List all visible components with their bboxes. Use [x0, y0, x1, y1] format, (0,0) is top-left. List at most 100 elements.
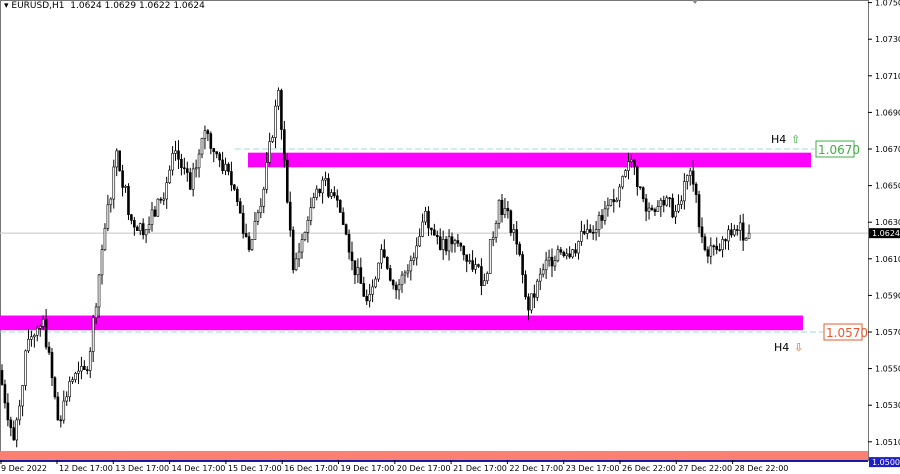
- candle: [397, 279, 401, 300]
- candle-body: [733, 229, 736, 236]
- time-tick-label: 23 Dec 17:00: [566, 464, 620, 473]
- candle-body: [715, 245, 719, 250]
- candle-body: [709, 245, 713, 257]
- candle-body: [738, 222, 742, 231]
- candle-body: [97, 274, 101, 308]
- candle: [312, 192, 316, 209]
- candle-body: [468, 260, 471, 262]
- candle-body: [180, 158, 183, 169]
- candle: [665, 195, 669, 207]
- price-tick-label: 1.0710: [875, 72, 900, 81]
- candle: [653, 207, 657, 216]
- candle-body: [56, 396, 60, 421]
- candle-body: [194, 167, 198, 170]
- candle-body: [218, 153, 221, 161]
- candle-body: [27, 339, 30, 352]
- candle-body: [368, 294, 371, 302]
- candle-body: [256, 212, 260, 222]
- candle: [324, 171, 327, 187]
- candle-body: [38, 326, 42, 329]
- candle: [124, 184, 127, 193]
- candle: [53, 376, 57, 400]
- candle-body: [353, 260, 357, 276]
- candle-body: [409, 260, 413, 272]
- candle: [97, 273, 101, 318]
- candle-body: [680, 200, 683, 205]
- candle-body: [44, 318, 48, 348]
- candle-body: [374, 278, 377, 288]
- candle: [721, 236, 724, 258]
- candle: [530, 293, 533, 314]
- candle: [353, 260, 357, 285]
- candle-body: [100, 249, 104, 276]
- candle: [400, 271, 404, 293]
- candle: [12, 420, 16, 441]
- candle-body: [74, 373, 77, 380]
- candle: [568, 246, 571, 259]
- candle: [88, 347, 92, 378]
- candle-body: [577, 241, 580, 254]
- candle: [388, 264, 392, 282]
- candle-body: [685, 175, 689, 182]
- candle-body: [521, 254, 524, 275]
- time-tick-label: 12 Dec 17:00: [59, 464, 113, 473]
- candle: [674, 204, 677, 224]
- candle-body: [538, 273, 542, 282]
- candle: [59, 415, 63, 428]
- candle: [18, 399, 21, 426]
- timeframe-label-resistance: H4: [771, 133, 786, 146]
- candle-body: [162, 198, 166, 201]
- candle: [165, 176, 169, 209]
- candle-body: [497, 199, 501, 224]
- candle-body: [641, 187, 645, 200]
- time-tick-label: 16 Dec 17:00: [284, 464, 338, 473]
- candle-body: [394, 284, 398, 291]
- candle: [724, 238, 727, 250]
- time-tick-label: 15 Dec 17:00: [228, 464, 282, 473]
- candle-body: [453, 240, 457, 245]
- candle-body: [174, 150, 177, 154]
- candle-body: [541, 269, 545, 275]
- candle-body: [609, 199, 613, 206]
- candle: [253, 211, 257, 240]
- candle: [580, 220, 583, 246]
- candle-body: [480, 266, 483, 286]
- candle-body: [438, 236, 442, 250]
- candle-body: [388, 268, 392, 281]
- candle-body: [712, 245, 716, 248]
- candle: [168, 165, 171, 185]
- candle-body: [571, 249, 574, 258]
- candle: [227, 162, 230, 176]
- candle: [512, 223, 516, 241]
- candle: [430, 227, 433, 236]
- candle-body: [650, 207, 654, 210]
- candle-body: [730, 229, 733, 236]
- candle: [371, 279, 374, 303]
- bottom-price-badge-label: 1.0500: [872, 458, 900, 467]
- candle: [477, 263, 480, 268]
- candle-body: [268, 141, 271, 163]
- candle-body: [524, 274, 527, 298]
- candle-body: [253, 221, 257, 240]
- candle: [730, 222, 733, 238]
- candle-body: [185, 168, 189, 173]
- candle-body: [235, 188, 239, 202]
- candle: [697, 190, 701, 234]
- candle-body: [153, 209, 157, 217]
- candle: [427, 206, 430, 237]
- collapse-triangle-icon[interactable]: ▾: [4, 1, 9, 11]
- candle-body: [518, 243, 521, 255]
- candle-body: [456, 240, 460, 244]
- candle: [662, 195, 666, 213]
- candle: [627, 152, 630, 180]
- candle: [433, 223, 436, 236]
- candle-body: [703, 236, 707, 250]
- candle: [518, 241, 521, 257]
- candle: [144, 229, 148, 244]
- candle: [597, 211, 601, 237]
- candle: [103, 223, 107, 252]
- candle: [183, 157, 186, 175]
- candle-body: [691, 170, 695, 185]
- candle-body: [274, 105, 277, 138]
